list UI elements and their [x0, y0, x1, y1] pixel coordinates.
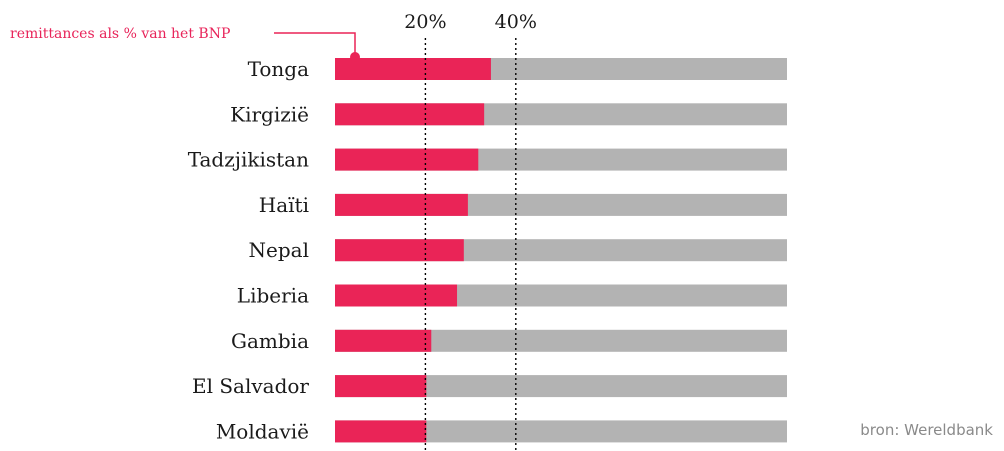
bar-track — [335, 375, 787, 398]
category-labels: Tonga Kirgizië Tadzjikistan Haïti Nepal Liber… — [188, 57, 310, 443]
category-label: Tadzjikistan — [188, 148, 309, 172]
category-label: Gambia — [231, 329, 309, 353]
reference-lines: 20% 40% — [404, 11, 537, 451]
category-label: Haïti — [259, 193, 309, 217]
bar — [335, 193, 468, 216]
reference-line-label: 40% — [495, 11, 537, 33]
bar — [335, 148, 479, 171]
reference-line-label: 20% — [404, 11, 446, 33]
category-label: Liberia — [237, 284, 309, 308]
bar — [335, 329, 432, 352]
category-label: Tonga — [248, 57, 310, 81]
annotation-label: remittances als % van het BNP — [10, 26, 230, 42]
category-label: Moldavië — [216, 419, 309, 443]
bar — [335, 239, 464, 262]
bar — [335, 284, 458, 307]
category-label: Kirgizië — [230, 102, 309, 126]
source-label: bron: Wereldbank — [860, 421, 993, 439]
bar — [335, 420, 427, 443]
annotation-dot — [350, 52, 360, 62]
bar-track — [335, 329, 787, 352]
bar — [335, 375, 427, 398]
category-label: El Salvador — [192, 374, 309, 398]
annotation: remittances als % van het BNP — [10, 26, 360, 62]
category-label: Nepal — [249, 238, 309, 262]
bar-track — [335, 420, 787, 443]
bar — [335, 58, 491, 80]
bar — [335, 103, 485, 126]
bars — [335, 58, 491, 443]
annotation-leader-elbow — [274, 32, 356, 55]
